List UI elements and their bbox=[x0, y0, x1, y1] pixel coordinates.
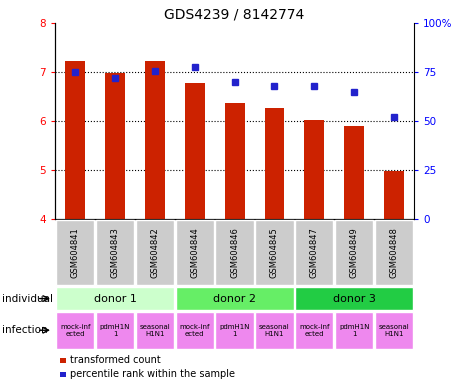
Bar bbox=[56, 287, 174, 310]
Bar bbox=[374, 220, 412, 285]
Text: donor 2: donor 2 bbox=[213, 293, 256, 304]
Text: pdmH1N
1: pdmH1N 1 bbox=[100, 324, 130, 337]
Text: GSM604849: GSM604849 bbox=[349, 227, 358, 278]
Bar bbox=[295, 220, 333, 285]
Text: GSM604848: GSM604848 bbox=[389, 227, 397, 278]
Text: seasonal
H1N1: seasonal H1N1 bbox=[258, 324, 289, 337]
Text: pdmH1N
1: pdmH1N 1 bbox=[219, 324, 249, 337]
Bar bbox=[175, 287, 293, 310]
Bar bbox=[135, 312, 174, 349]
Text: GSM604843: GSM604843 bbox=[110, 227, 119, 278]
Bar bbox=[185, 83, 204, 219]
Text: donor 3: donor 3 bbox=[332, 293, 375, 304]
Bar bbox=[145, 61, 164, 219]
Bar bbox=[295, 312, 333, 349]
Bar bbox=[65, 61, 85, 219]
Bar bbox=[105, 73, 125, 219]
Text: pdmH1N
1: pdmH1N 1 bbox=[338, 324, 369, 337]
Title: GDS4239 / 8142774: GDS4239 / 8142774 bbox=[164, 8, 304, 22]
Text: mock-inf
ected: mock-inf ected bbox=[298, 324, 329, 337]
Bar bbox=[334, 220, 373, 285]
Bar bbox=[215, 312, 253, 349]
Text: GSM604841: GSM604841 bbox=[71, 227, 79, 278]
Bar bbox=[264, 108, 284, 219]
Text: GSM604844: GSM604844 bbox=[190, 227, 199, 278]
Text: transformed count: transformed count bbox=[70, 355, 161, 365]
Bar bbox=[95, 220, 134, 285]
Bar bbox=[304, 120, 324, 219]
Bar bbox=[56, 220, 94, 285]
Bar bbox=[383, 171, 403, 219]
Text: GSM604842: GSM604842 bbox=[150, 227, 159, 278]
Text: individual: individual bbox=[2, 293, 53, 304]
Text: infection: infection bbox=[2, 325, 48, 335]
Text: GSM604845: GSM604845 bbox=[269, 227, 278, 278]
Text: donor 1: donor 1 bbox=[93, 293, 136, 304]
Text: percentile rank within the sample: percentile rank within the sample bbox=[70, 369, 235, 379]
Text: GSM604847: GSM604847 bbox=[309, 227, 318, 278]
Bar bbox=[343, 126, 364, 219]
Bar bbox=[215, 220, 253, 285]
Bar bbox=[56, 312, 94, 349]
Bar bbox=[135, 220, 174, 285]
Text: seasonal
H1N1: seasonal H1N1 bbox=[139, 324, 170, 337]
Bar bbox=[255, 312, 293, 349]
Bar bbox=[175, 312, 213, 349]
Bar bbox=[60, 358, 66, 362]
Bar bbox=[175, 220, 213, 285]
Bar bbox=[255, 220, 293, 285]
Bar bbox=[60, 372, 66, 376]
Bar bbox=[95, 312, 134, 349]
Text: mock-inf
ected: mock-inf ected bbox=[60, 324, 90, 337]
Text: GSM604846: GSM604846 bbox=[230, 227, 239, 278]
Text: seasonal
H1N1: seasonal H1N1 bbox=[378, 324, 409, 337]
Text: mock-inf
ected: mock-inf ected bbox=[179, 324, 209, 337]
Bar bbox=[374, 312, 412, 349]
Bar bbox=[295, 287, 412, 310]
Bar bbox=[334, 312, 373, 349]
Bar bbox=[224, 103, 244, 219]
